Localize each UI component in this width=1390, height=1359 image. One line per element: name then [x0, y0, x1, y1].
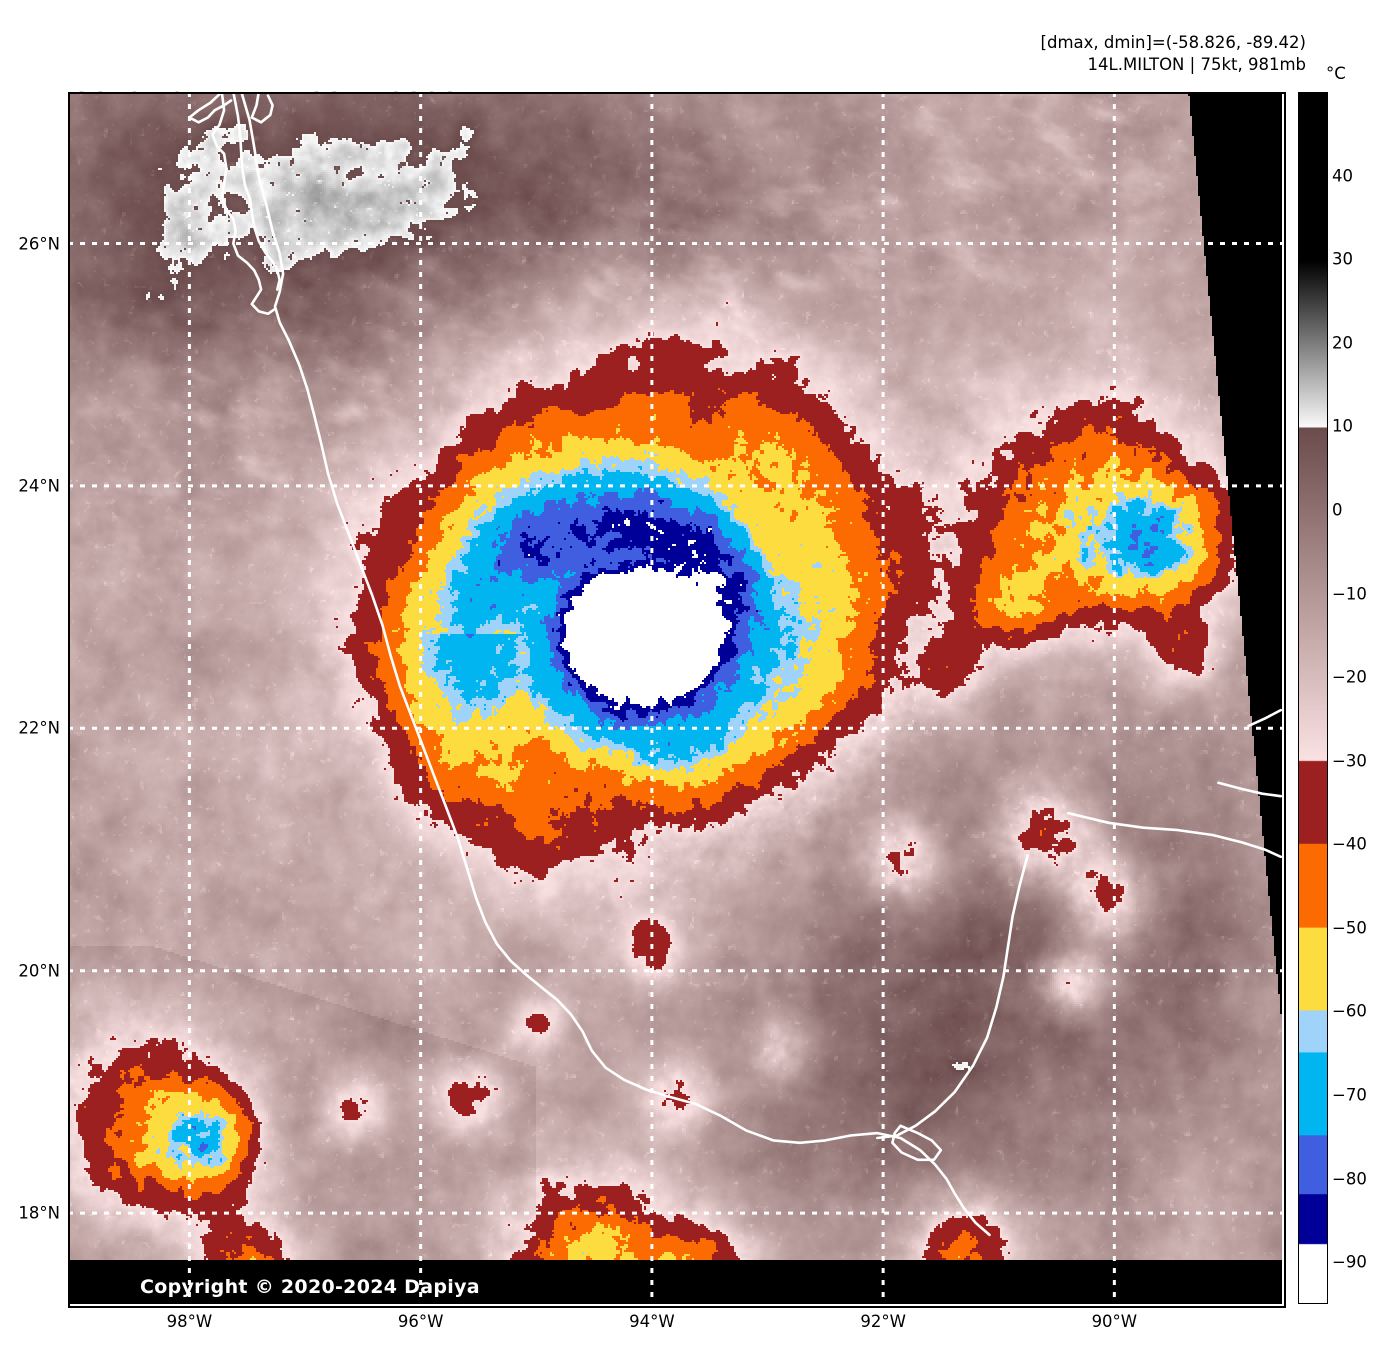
colorbar-tick-label: 30	[1332, 249, 1353, 269]
longitude-tick-label: 90°W	[1091, 1312, 1138, 1331]
colorbar-tick-label: −90	[1332, 1252, 1367, 1272]
latitude-tick-label: 20°N	[18, 961, 60, 981]
longitude-tick-label: 98°W	[166, 1312, 213, 1331]
satellite-map[interactable]: Copyright © 2020-2024 Dapiya	[68, 92, 1282, 1304]
colorbar-tick-label: 0	[1332, 500, 1343, 520]
colorbar-unit-label: °C	[1326, 64, 1346, 83]
colorbar-tick-label: −50	[1332, 918, 1367, 938]
colorbar-tick-label: 20	[1332, 333, 1353, 353]
colorbar[interactable]	[1298, 92, 1328, 1304]
colorbar-tick-label: −10	[1332, 584, 1367, 604]
latitude-tick-label: 26°N	[18, 234, 60, 253]
longitude-tick-label: 92°W	[860, 1312, 906, 1331]
longitude-axis: 98°W 96°W 94°W 92°W 90°W	[68, 1312, 1282, 1342]
data-minmax-label: [dmax, dmin]=(-58.826, -89.42)	[1040, 33, 1306, 52]
colorbar-tick-label: −80	[1332, 1169, 1367, 1189]
latitude-axis: 26°N 24°N 22°N 20°N 18°N	[0, 92, 60, 1304]
copyright-label: Copyright © 2020-2024 Dapiya	[140, 1276, 480, 1298]
storm-info-label: 14L.MILTON | 75kt, 981mb	[1087, 55, 1306, 74]
longitude-tick-label: 96°W	[397, 1312, 444, 1331]
colorbar-tick-label: −20	[1332, 667, 1367, 687]
colorbar-tick-label: −40	[1332, 834, 1367, 854]
latitude-tick-label: 24°N	[18, 476, 60, 496]
latitude-tick-label: 18°N	[18, 1203, 60, 1223]
colorbar-tick-labels: 40 30 20 10 0 −10 −20 −30 −40 −50 −60 −70 −80 −90	[1332, 92, 1390, 1304]
colorbar-tick-label: 10	[1332, 416, 1353, 436]
latitude-tick-label: 22°N	[18, 718, 60, 738]
colorbar-canvas	[1299, 93, 1327, 1303]
header-info-block: [dmax, dmin]=(-58.826, -89.42) 14L.MILTO…	[1041, 32, 1306, 76]
colorbar-tick-label: −60	[1332, 1001, 1367, 1021]
longitude-tick-label: 94°W	[629, 1312, 675, 1331]
colorbar-tick-label: 40	[1332, 166, 1353, 186]
lat-lon-gridlines	[68, 92, 1282, 1304]
colorbar-tick-label: −30	[1332, 751, 1367, 771]
coastline-overlay	[188, 92, 1282, 1237]
colorbar-tick-label: −70	[1332, 1085, 1367, 1105]
satellite-imagery-canvas	[68, 92, 1282, 1304]
